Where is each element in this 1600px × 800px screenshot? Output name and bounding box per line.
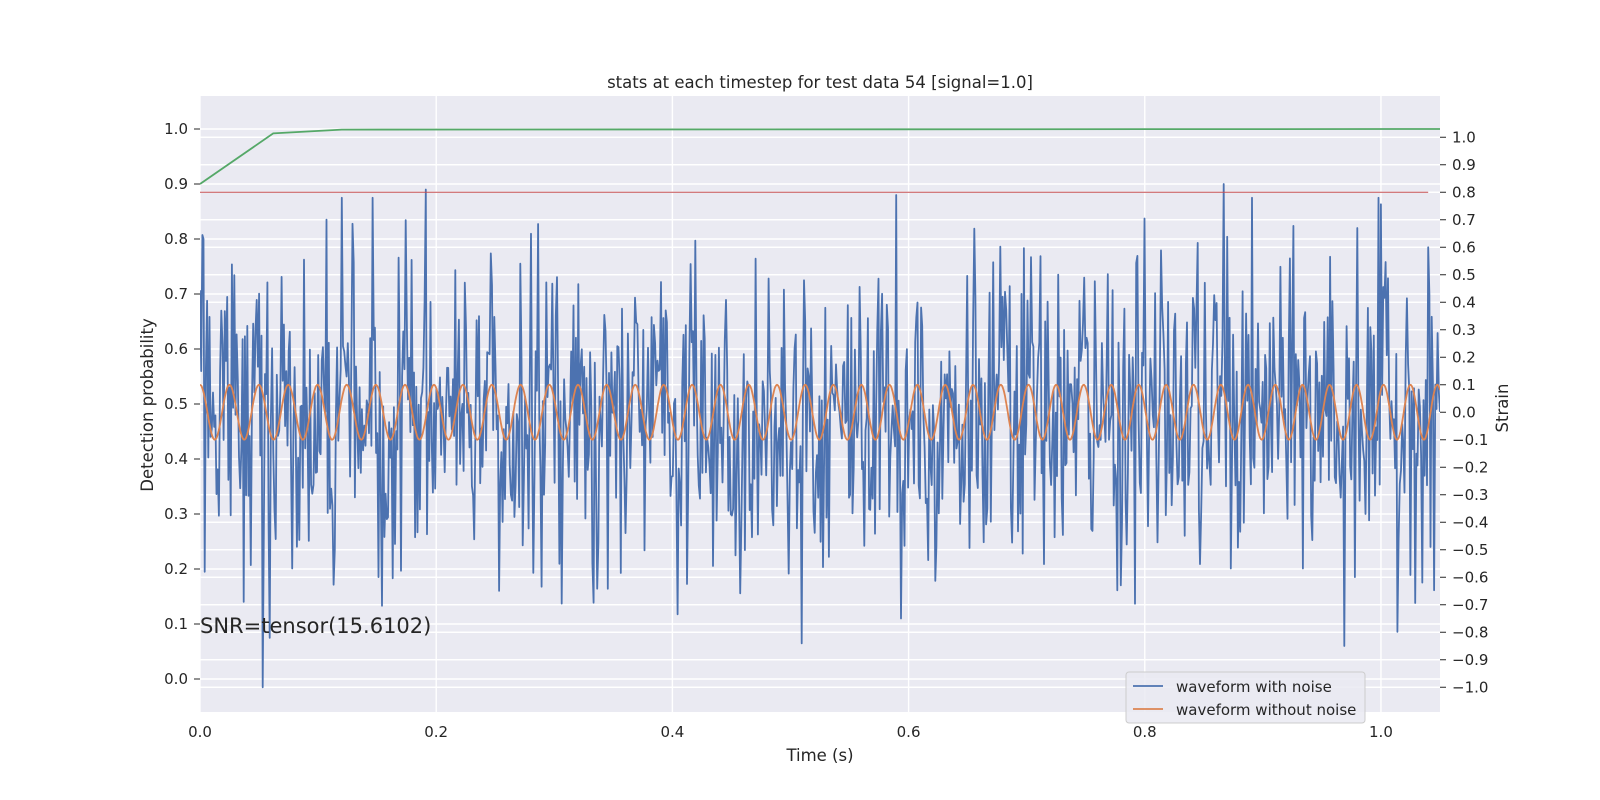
y2-tick-label: 0.2: [1452, 348, 1476, 366]
y-tick-label: 0.5: [164, 395, 188, 413]
y2-tick-label: −0.2: [1452, 458, 1488, 476]
y-tick-label: 0.4: [164, 450, 188, 468]
y-axis-title: Detection probability: [138, 318, 157, 492]
x-tick-label: 1.0: [1369, 723, 1393, 741]
x-tick-label: 0.6: [897, 723, 921, 741]
y2-tick-label: 0.5: [1452, 266, 1476, 284]
y2-tick-label: 0.6: [1452, 238, 1476, 256]
series-waveform-with-noise: [200, 183, 1440, 689]
x-axis: 0.0 0.2 0.4 0.6 0.8 1.0: [188, 723, 1393, 741]
y2-tick-label: 0.0: [1452, 403, 1476, 421]
y-tick-label: 0.7: [164, 285, 188, 303]
y-tick-label: 0.2: [164, 560, 188, 578]
legend-label-clean: waveform without noise: [1176, 701, 1356, 719]
y2-tick-label: 0.7: [1452, 211, 1476, 229]
y-tick-label: 1.0: [164, 120, 188, 138]
snr-annotation: SNR=tensor(15.6102): [200, 614, 431, 638]
y-tick-label: 0.3: [164, 505, 188, 523]
chart-title: stats at each timestep for test data 54 …: [607, 73, 1033, 92]
y-tick-label: 0.9: [164, 175, 188, 193]
y2-tick-label: −0.9: [1452, 651, 1488, 669]
x-tick-label: 0.2: [424, 723, 448, 741]
y2-axis-title: Strain: [1493, 384, 1512, 433]
y2-tick-label: −0.7: [1452, 596, 1488, 614]
y2-tick-label: 0.3: [1452, 321, 1476, 339]
series-layer: [200, 128, 1440, 689]
x-tick-label: 0.8: [1133, 723, 1157, 741]
y2-tick-label: 0.9: [1452, 156, 1476, 174]
y-tick-label: 0.1: [164, 615, 188, 633]
x-tick-label: 0.0: [188, 723, 212, 741]
y-tick-label: 0.8: [164, 230, 188, 248]
y2-tick-label: 0.1: [1452, 376, 1476, 394]
series-waveform-without-noise: [200, 383, 1440, 441]
series-detection-probability: [200, 128, 1440, 185]
y2-tick-label: −0.8: [1452, 623, 1488, 641]
y2-tick-label: 1.0: [1452, 128, 1476, 146]
y2-tick-label: −0.4: [1452, 513, 1488, 531]
y2-tick-label: −0.1: [1452, 431, 1488, 449]
legend: waveform with noise waveform without noi…: [1125, 671, 1366, 724]
y2-tick-label: 0.8: [1452, 183, 1476, 201]
legend-box: [1125, 671, 1366, 724]
y2-tick-label: −0.5: [1452, 541, 1488, 559]
y-tick-label: 0.0: [164, 670, 188, 688]
y2-tick-label: −0.3: [1452, 486, 1488, 504]
x-tick-label: 0.4: [660, 723, 684, 741]
y2-tick-label: −0.6: [1452, 568, 1488, 586]
right-y-axis: −1.0 −0.9 −0.8 −0.7 −0.6 −0.5 −0.4 −0.3 −0.2 −0.1…: [1440, 128, 1488, 696]
y2-tick-label: 0.4: [1452, 293, 1476, 311]
legend-label-noise: waveform with noise: [1176, 678, 1332, 696]
x-axis-title: Time (s): [785, 746, 853, 765]
y-tick-label: 0.6: [164, 340, 188, 358]
left-y-axis: 0.0 0.1 0.2 0.3 0.4 0.5 0.6 0.7 0.8 0.9 1.0: [164, 120, 200, 688]
y2-tick-label: −1.0: [1452, 678, 1488, 696]
